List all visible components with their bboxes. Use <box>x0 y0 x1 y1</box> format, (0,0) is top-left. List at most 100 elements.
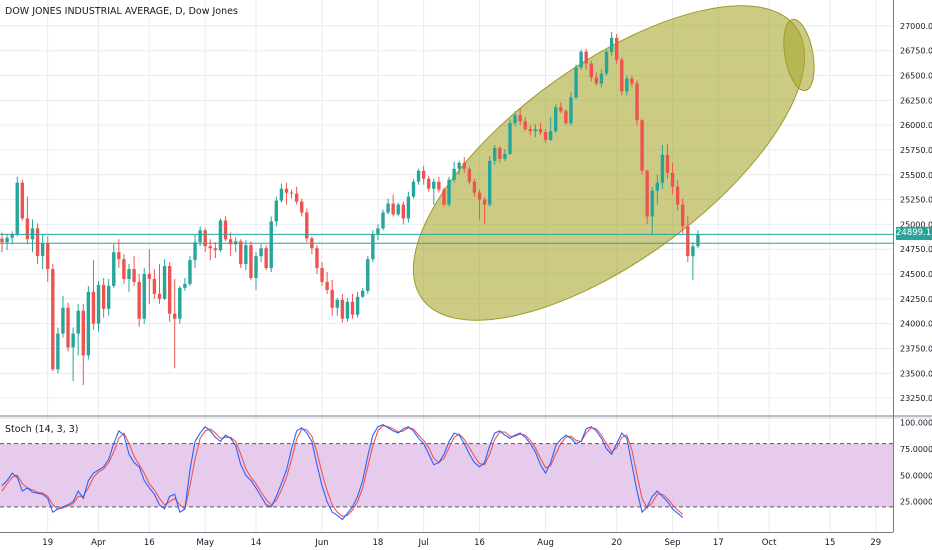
candle-body <box>208 246 212 249</box>
candle-body <box>533 129 538 132</box>
candle-body <box>554 107 558 132</box>
candle-body <box>599 73 604 84</box>
stochastic-panel <box>0 423 893 521</box>
candlestick-series <box>0 31 700 386</box>
candle-body <box>620 59 624 92</box>
candle-body <box>355 296 360 315</box>
candle-body <box>86 291 91 356</box>
stoch-line-k <box>1 423 684 521</box>
candle-body <box>589 63 593 78</box>
candle-body <box>442 189 446 205</box>
price-tick-label: 23250.00 <box>900 394 932 403</box>
candle-body <box>625 78 629 92</box>
candle-body <box>371 234 375 260</box>
candle-body <box>178 287 182 319</box>
candle-body <box>259 248 263 257</box>
candle-body <box>142 274 146 319</box>
price-tick-label: 26500.00 <box>900 72 932 81</box>
candle-body <box>132 269 136 282</box>
price-tick-label: 26250.00 <box>900 96 932 105</box>
time-tick-label: Jul <box>418 538 429 548</box>
candle-body <box>35 228 40 257</box>
candle-body <box>670 172 675 187</box>
candle-body <box>20 182 25 219</box>
price-tick-label: 24000.00 <box>900 320 932 329</box>
candle-body <box>5 237 9 243</box>
candle-body <box>56 333 60 370</box>
candle-body <box>294 193 299 202</box>
candle-body <box>228 239 233 245</box>
last-price-label: 24899.13 <box>896 227 932 240</box>
candle-body <box>543 132 548 141</box>
price-tick-label: 23500.00 <box>900 369 932 378</box>
candle-body <box>559 107 563 112</box>
price-tick-label: 24500.00 <box>900 270 932 279</box>
candle-body <box>66 307 70 348</box>
candle-body <box>101 284 106 309</box>
candle-body <box>167 266 172 314</box>
candle-body <box>416 170 421 182</box>
time-tick-label: 18 <box>373 538 384 548</box>
candle-body <box>269 221 273 269</box>
price-tick-label: 25000.00 <box>900 220 932 229</box>
time-tick-label: Apr <box>91 538 106 548</box>
candle-body <box>305 212 309 239</box>
candle-body <box>40 243 45 257</box>
candle-body <box>360 290 365 297</box>
time-tick-label: 14 <box>251 538 262 548</box>
candle-body <box>635 83 639 121</box>
highlight-ellipse-top[interactable] <box>779 17 819 93</box>
candle-body <box>249 245 253 278</box>
candle-body <box>696 234 700 247</box>
candle-body <box>188 260 192 284</box>
price-lines <box>0 233 893 244</box>
time-tick-label: 16 <box>474 538 485 548</box>
candle-body <box>76 310 80 334</box>
candle-body <box>660 154 665 183</box>
annotation-layer[interactable] <box>365 0 854 378</box>
candle-body <box>320 268 324 282</box>
candle-body <box>655 182 660 191</box>
candle-body <box>274 200 279 222</box>
candle-body <box>193 242 197 261</box>
candle-body <box>447 179 451 205</box>
candle-body <box>487 160 492 205</box>
candle-body <box>406 196 411 219</box>
candle-body <box>289 192 294 194</box>
price-tick-label: 24250.00 <box>900 295 932 304</box>
candle-body <box>503 153 507 159</box>
candle-body <box>452 168 456 180</box>
candle-body <box>513 115 517 124</box>
candle-body <box>106 285 111 309</box>
candle-body <box>284 188 289 193</box>
candle-body <box>198 230 202 243</box>
candle-body <box>127 269 131 279</box>
time-tick-label: 20 <box>611 538 622 548</box>
time-tick-label: May <box>196 538 214 548</box>
chart-title: DOW JONES INDUSTRIAL AVERAGE, D, Dow Jon… <box>5 6 238 17</box>
candle-body <box>396 204 400 215</box>
candle-body <box>381 212 385 229</box>
time-tick-label: Oct <box>762 538 777 548</box>
candle-body <box>213 248 218 251</box>
stoch-tick-label: 100.0000 <box>900 419 932 428</box>
candle-body <box>254 256 258 278</box>
candle-body <box>665 154 670 173</box>
candle-body <box>498 147 502 159</box>
candle-body <box>508 123 512 154</box>
candle-body <box>223 220 228 240</box>
candle-body <box>482 199 487 205</box>
candle-body <box>173 313 177 319</box>
candle-body <box>157 293 162 299</box>
time-tick-label: 16 <box>144 538 155 548</box>
candle-body <box>493 147 497 161</box>
candle-body <box>427 178 431 189</box>
candle-body <box>376 228 380 235</box>
candle-body <box>162 266 167 299</box>
price-tick-label: 25250.00 <box>900 196 932 205</box>
candle-body <box>411 181 416 197</box>
candle-body <box>0 238 4 243</box>
